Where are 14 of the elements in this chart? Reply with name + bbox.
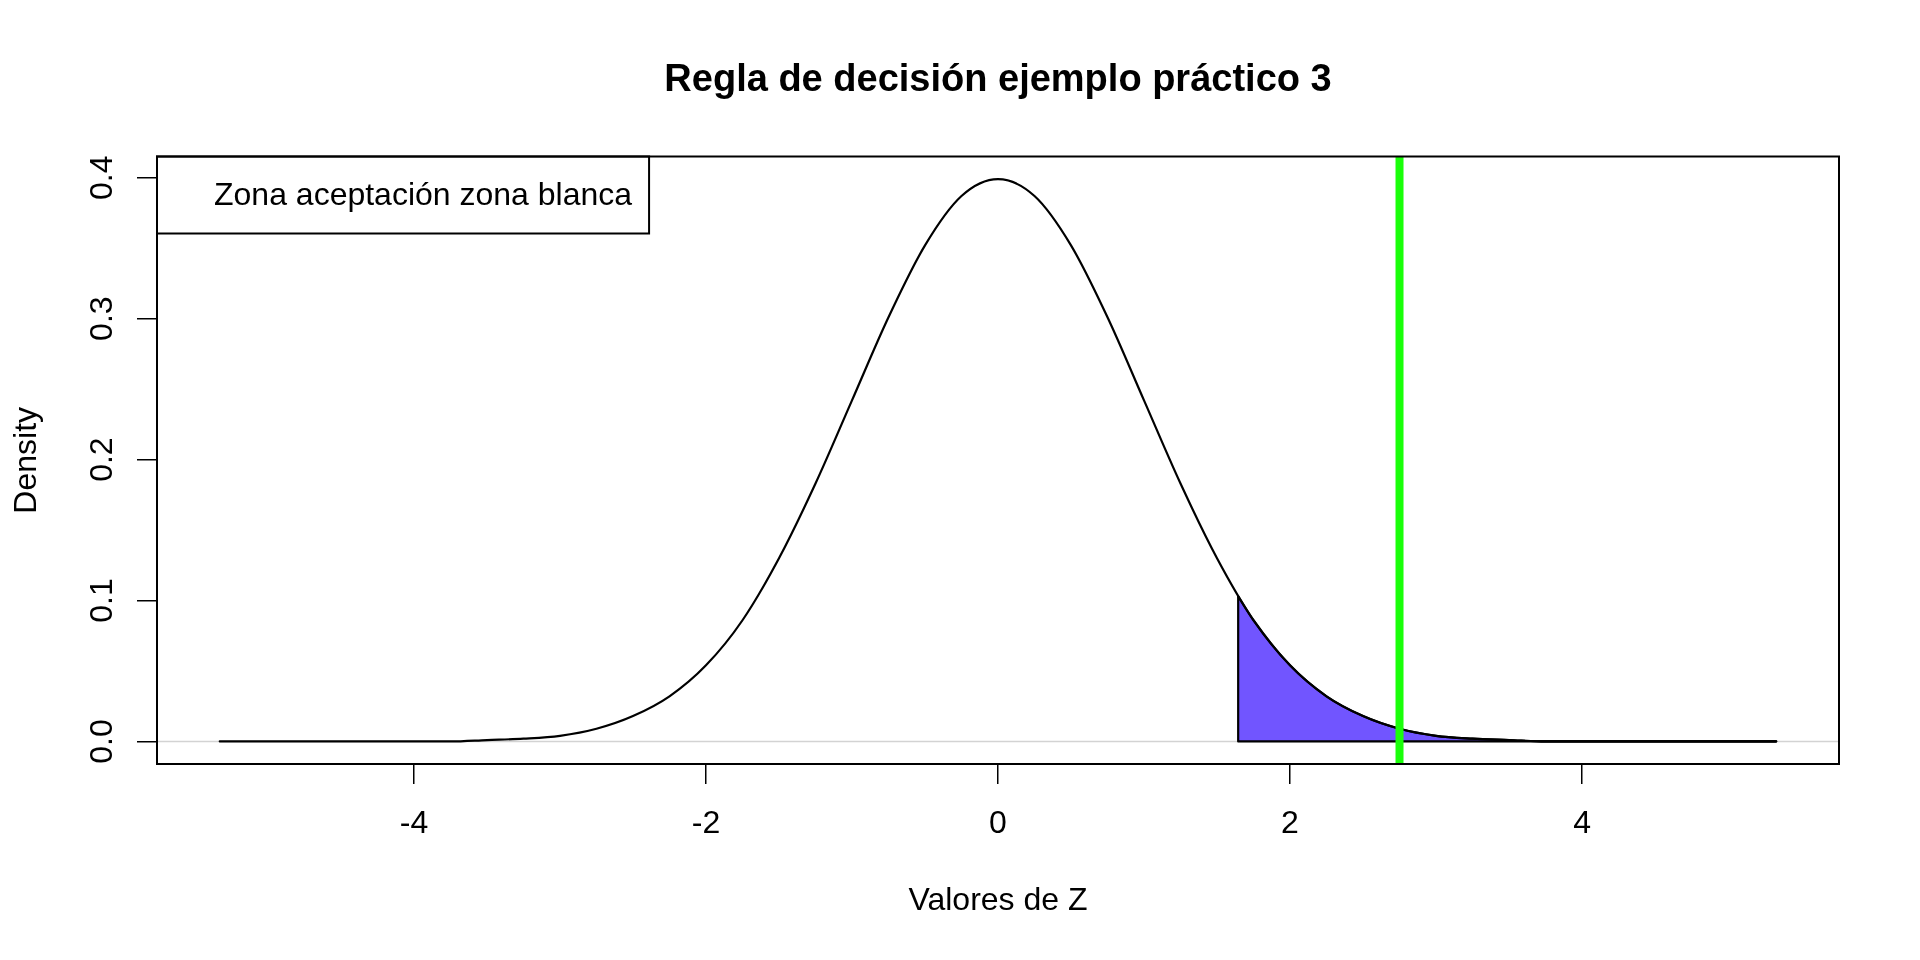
chart-title: Regla de decisión ejemplo práctico 3 xyxy=(664,57,1332,100)
y-axis-title: Density xyxy=(7,406,44,514)
y-tick-label: 0.3 xyxy=(82,296,119,341)
annotation: Zona aceptación zona blanca xyxy=(214,175,633,212)
x-tick-label: 0 xyxy=(989,804,1007,841)
x-tick-label: 2 xyxy=(1281,804,1299,841)
x-tick-label: -2 xyxy=(691,804,721,841)
y-tick-label: 0.2 xyxy=(82,437,119,482)
y-tick-label: 0.1 xyxy=(82,578,119,623)
y-tick-label: 0.4 xyxy=(82,155,119,200)
x-axis-title: Valores de Z xyxy=(908,880,1088,917)
y-tick-label: 0.0 xyxy=(82,719,119,764)
x-tick-label: 4 xyxy=(1573,804,1591,841)
x-tick-label: -4 xyxy=(399,804,429,841)
